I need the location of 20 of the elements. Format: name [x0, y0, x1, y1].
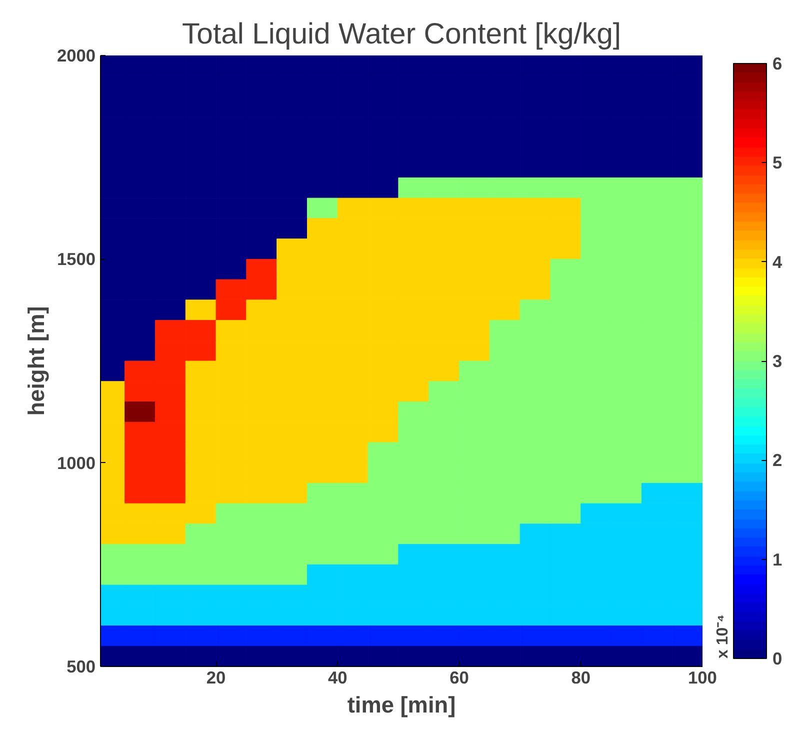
x-tick-label: 100: [688, 668, 717, 688]
y-tick-label: 1000: [56, 452, 96, 473]
color-bar-label: 2: [772, 450, 782, 470]
color-bar-label: 1: [772, 549, 782, 570]
y-tick-label: 500: [66, 656, 96, 676]
color-bar-label: 3: [772, 351, 782, 371]
color-bar-label: 0: [772, 648, 782, 668]
y-tick-label: 1500: [56, 249, 96, 270]
color-bar-title: x 10⁻⁴: [714, 614, 732, 658]
x-tick-label: 80: [571, 668, 591, 688]
x-tick-label: 40: [328, 668, 348, 688]
y-tick-label: 2000: [56, 46, 96, 66]
x-tick-label: 20: [206, 668, 226, 688]
color-bar-label: 5: [772, 152, 782, 173]
x-tick-label: 60: [450, 668, 469, 688]
color-bar-label: 6: [772, 54, 782, 74]
color-bar-label: 4: [772, 252, 782, 272]
chart-title: Total Liquid Water Content [kg/kg]: [182, 18, 622, 50]
x-axis-title: time [min]: [347, 692, 456, 718]
y-axis-title: height [m]: [22, 306, 49, 416]
